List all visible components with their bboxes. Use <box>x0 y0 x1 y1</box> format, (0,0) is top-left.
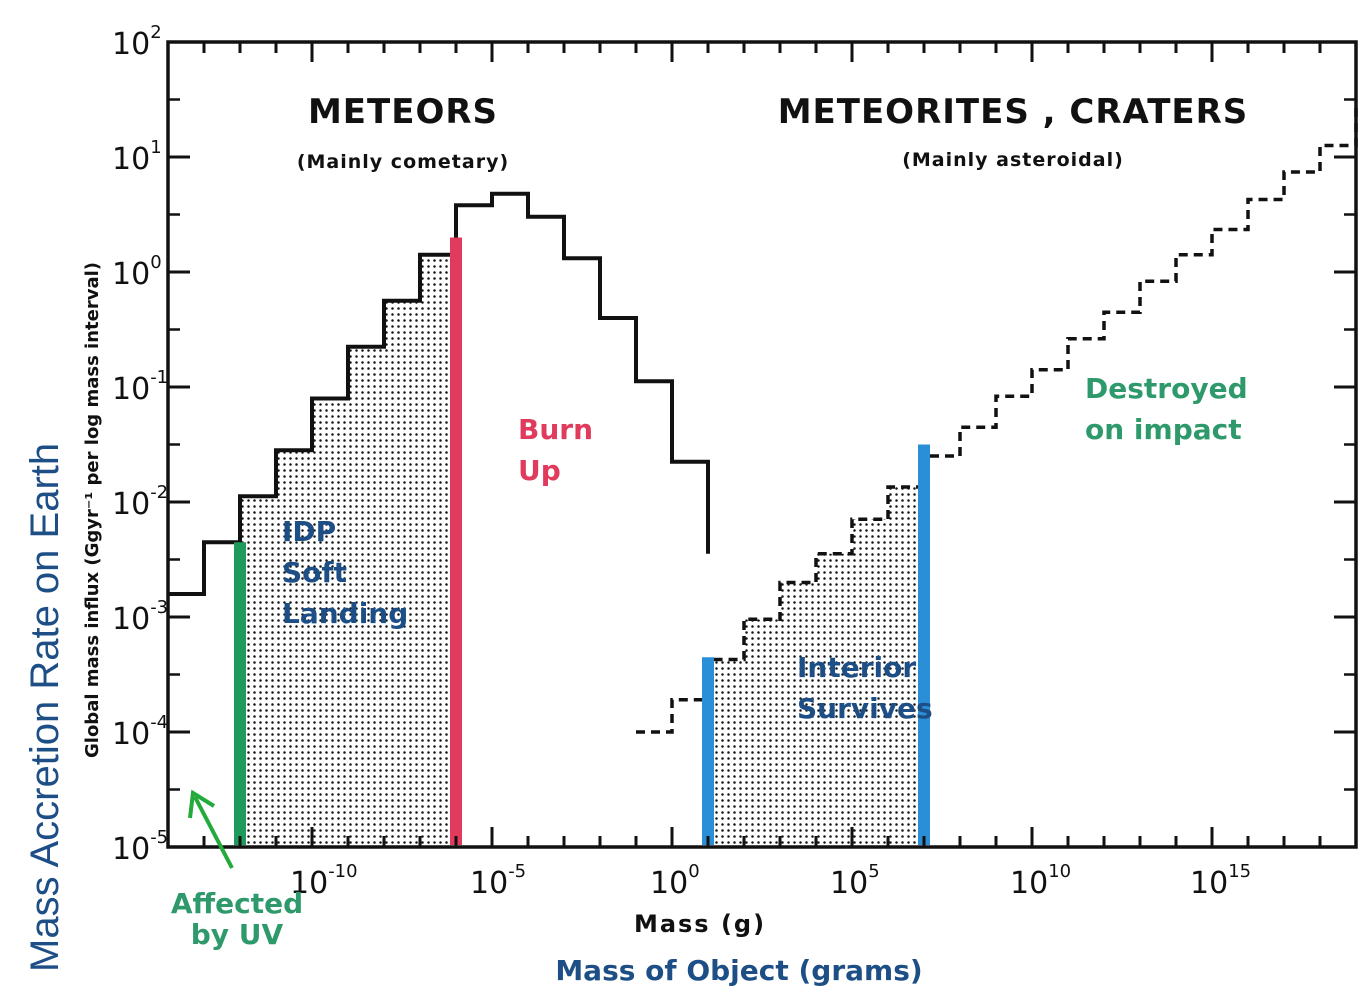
affected-by-uv-label: Affected by UV <box>171 887 303 951</box>
interior-label-line1: Interior <box>797 651 916 684</box>
idp-label-line3: Landing <box>282 597 408 630</box>
asteroidal-influx-line <box>636 105 1358 734</box>
stipple-region-1-4 <box>780 582 816 847</box>
burn-up-label: Burn Up <box>518 413 593 487</box>
y-tick-label: 10-1 <box>112 367 168 407</box>
y-tick-label: 100 <box>112 252 162 292</box>
destroyed-label-line2: on impact <box>1085 413 1242 446</box>
x-axis-main-label: Mass of Object (grams) <box>555 954 922 987</box>
interior-survives-label: Interior Survives <box>797 651 933 725</box>
uv-label-line2: by UV <box>191 918 284 951</box>
stipple-region-1-5 <box>816 553 852 847</box>
idp-label-line1: IDP <box>282 515 336 548</box>
stipple-region-0-5 <box>348 346 384 847</box>
stipple-region-0-6 <box>384 300 420 847</box>
stipple-region-0-3 <box>276 450 312 847</box>
x-tick-label: 10-10 <box>290 861 358 901</box>
y-tick-label: 102 <box>112 22 162 62</box>
marker-bar-3 <box>918 444 930 845</box>
idp-label-line2: Soft <box>282 556 347 589</box>
idp-soft-landing-label: IDP Soft Landing <box>282 515 408 630</box>
stippled-regions <box>240 254 924 847</box>
y-tick-label: 101 <box>112 137 162 177</box>
y-tick-label: 10-5 <box>112 827 168 867</box>
x-tick-label: 10-5 <box>470 861 526 901</box>
y-axis-main-label: Mass Accretion Rate on Earth <box>23 443 67 972</box>
interior-label-line2: Survives <box>797 692 933 725</box>
meteorites-subheading: (Mainly asteroidal) <box>902 149 1124 171</box>
y-tick-label: 10-4 <box>112 712 168 752</box>
y-tick-label: 10-3 <box>112 597 168 637</box>
meteorites-heading: METEORITES , CRATERS <box>778 92 1249 132</box>
x-tick-label: 1015 <box>1190 861 1251 901</box>
meteors-subheading: (Mainly cometary) <box>297 151 509 173</box>
x-tick-label: 1010 <box>1010 861 1071 901</box>
x-tick-labels: 10-10 10-5 100 105 1010 1015 <box>290 861 1251 901</box>
x-tick-label: 105 <box>830 861 880 901</box>
stipple-region-1-3 <box>744 619 780 847</box>
y-axis-original-label: Global mass influx (Ggyr⁻¹ per log mass … <box>82 262 103 758</box>
region-markers <box>234 237 930 845</box>
stipple-region-1-6 <box>852 519 888 847</box>
marker-bar-2 <box>702 657 714 845</box>
destroyed-label-line1: Destroyed <box>1085 372 1248 405</box>
meteors-heading: METEORS <box>308 92 498 132</box>
destroyed-on-impact-label: Destroyed on impact <box>1085 372 1248 446</box>
x-tick-label: 100 <box>650 861 700 901</box>
burn-label-line2: Up <box>518 454 561 487</box>
y-tick-label: 10-2 <box>112 482 168 522</box>
marker-bar-1 <box>450 237 462 845</box>
x-axis-original-label: Mass (g) <box>634 910 766 938</box>
plot-frame <box>166 40 1358 849</box>
uv-label-line1: Affected <box>171 887 303 920</box>
stipple-region-0-4 <box>312 398 348 847</box>
marker-bar-0 <box>234 542 246 845</box>
burn-label-line1: Burn <box>518 413 593 446</box>
uv-arrow-icon <box>188 789 234 869</box>
y-tick-labels: 102 101 100 10-1 10-2 10-3 10-4 10-5 <box>112 22 168 867</box>
